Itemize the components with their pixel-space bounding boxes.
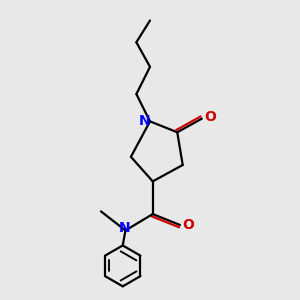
Text: N: N <box>139 114 150 128</box>
Text: O: O <box>204 110 216 124</box>
Text: N: N <box>118 221 130 235</box>
Text: O: O <box>182 218 194 232</box>
